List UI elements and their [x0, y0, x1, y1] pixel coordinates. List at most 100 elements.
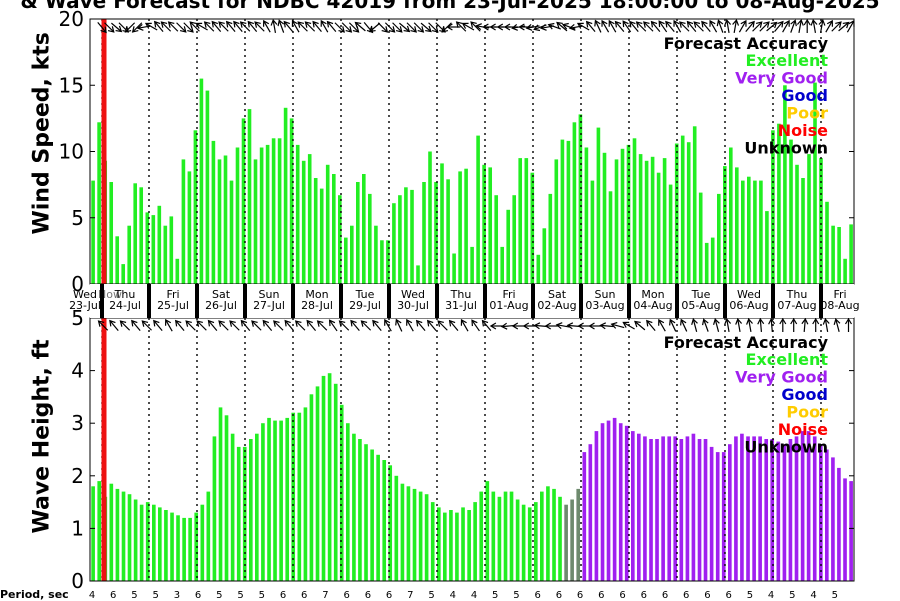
bar	[380, 240, 384, 284]
bar	[356, 182, 360, 284]
direction-arrow	[779, 317, 787, 332]
direction-arrow	[812, 317, 820, 332]
direction-arrow	[547, 22, 562, 30]
legend-item: Noise	[778, 420, 828, 439]
bar	[410, 189, 414, 284]
bar	[764, 439, 769, 581]
bar	[801, 178, 805, 284]
direction-arrow	[406, 318, 414, 332]
bar	[91, 486, 95, 581]
bar	[242, 446, 247, 581]
period-value: 6	[344, 590, 350, 600]
bar	[661, 436, 665, 581]
bar	[265, 144, 270, 284]
direction-arrow	[650, 20, 661, 32]
day-name: Thu	[786, 288, 808, 301]
bar	[364, 444, 368, 581]
direction-arrow	[646, 319, 656, 331]
bar	[679, 439, 684, 581]
bar	[230, 433, 235, 581]
direction-arrow	[239, 21, 251, 32]
bar	[825, 201, 829, 284]
bar	[488, 167, 493, 284]
bar	[807, 154, 811, 284]
direction-arrow	[131, 319, 141, 331]
bar	[564, 504, 568, 581]
direction-arrow	[384, 318, 392, 332]
bar	[133, 499, 138, 581]
bar	[843, 478, 847, 581]
bar	[735, 167, 739, 284]
direction-arrow	[284, 319, 295, 331]
direction-arrow	[334, 22, 345, 33]
bar	[680, 135, 685, 284]
bar	[624, 425, 629, 581]
bar	[721, 452, 726, 581]
direction-arrow	[629, 20, 639, 32]
bar	[527, 507, 532, 581]
y-tick-label: 20	[59, 7, 84, 31]
bar	[552, 488, 556, 581]
legend-item: Good	[781, 86, 828, 105]
direction-arrow	[608, 19, 617, 33]
bar	[279, 420, 283, 581]
bar	[121, 264, 126, 284]
direction-arrow	[174, 319, 185, 331]
bar	[596, 127, 601, 284]
direction-arrow	[643, 21, 654, 32]
direction-arrow	[716, 19, 724, 33]
bar	[588, 444, 593, 581]
direction-arrow	[165, 318, 173, 332]
day-name: Mon	[641, 288, 664, 301]
bar	[449, 510, 453, 581]
bar	[491, 491, 496, 581]
bar	[795, 164, 799, 285]
bar	[386, 240, 390, 284]
bar	[289, 118, 294, 285]
direction-arrow	[384, 22, 396, 33]
y-tick-label: 4	[71, 359, 84, 383]
direction-arrow	[104, 22, 115, 33]
direction-arrow	[796, 18, 804, 34]
direction-arrow	[415, 319, 426, 331]
direction-arrow	[136, 23, 151, 31]
direction-arrow	[144, 22, 158, 31]
midnight-marker	[771, 284, 775, 318]
direction-arrow	[368, 22, 381, 33]
direction-arrow	[790, 19, 797, 33]
period-value: 5	[513, 590, 519, 600]
bar	[686, 142, 691, 284]
day-name: Tue	[691, 288, 711, 301]
bar	[734, 436, 738, 581]
bar	[470, 246, 474, 284]
direction-arrow	[614, 20, 625, 32]
direction-arrow	[316, 320, 328, 331]
bar	[181, 159, 186, 284]
bar	[285, 417, 290, 581]
bar	[259, 147, 264, 284]
bar	[443, 512, 447, 581]
bar	[319, 188, 324, 284]
direction-arrow	[673, 19, 682, 33]
bar	[109, 483, 114, 581]
period-value: 5	[428, 590, 434, 600]
period-value: 6	[662, 590, 668, 600]
bar	[614, 159, 619, 284]
direction-arrow	[183, 22, 194, 33]
bar	[656, 172, 661, 284]
direction-arrow	[724, 317, 732, 333]
midnight-marker	[195, 284, 199, 318]
direction-arrow	[176, 22, 187, 33]
direction-arrow	[377, 22, 389, 33]
period-value: 5	[492, 590, 498, 600]
bar	[261, 423, 265, 581]
direction-arrow	[111, 22, 123, 33]
bar	[91, 180, 95, 284]
bar	[458, 171, 462, 284]
bar	[777, 123, 781, 284]
y-tick-label: 5	[71, 206, 84, 230]
bar	[440, 163, 444, 284]
bar	[668, 184, 673, 284]
period-value: 6	[704, 590, 710, 600]
bar	[321, 375, 326, 581]
